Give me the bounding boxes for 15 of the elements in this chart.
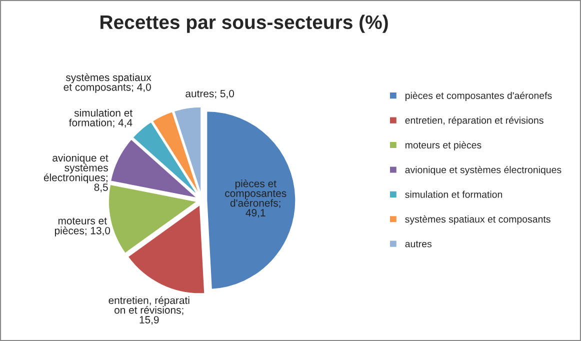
data-label: simulation et formation; 4,4 (69, 108, 132, 128)
legend-label: systèmes spatiaux et composants (405, 215, 550, 225)
chart-title: Recettes par sous-secteurs (%) (100, 14, 388, 33)
legend-label: simulation et formation (405, 190, 502, 198)
legend-label: avionique et systèmes électroniques (405, 166, 562, 176)
legend-label: autres (405, 240, 432, 248)
data-label: moteurs et pièces; 13,0 (54, 218, 110, 236)
legend-label: pièces et composantes d'aéronefs (405, 92, 552, 101)
data-label: pièces et composantes d'aéronefs; 49,1 (225, 180, 286, 218)
legend-label: entretien, réparation et révisions (405, 116, 544, 126)
data-label: autres; 5,0 (186, 90, 234, 99)
data-label: entretien, réparati on et révisions; 15,9 (108, 296, 190, 325)
legend-label: moteurs et pièces (406, 141, 482, 150)
data-label: systèmes spatiaux et composants; 4,0 (64, 73, 152, 93)
data-label: avionique et systèmes électroniques; 8,5 (44, 154, 108, 192)
